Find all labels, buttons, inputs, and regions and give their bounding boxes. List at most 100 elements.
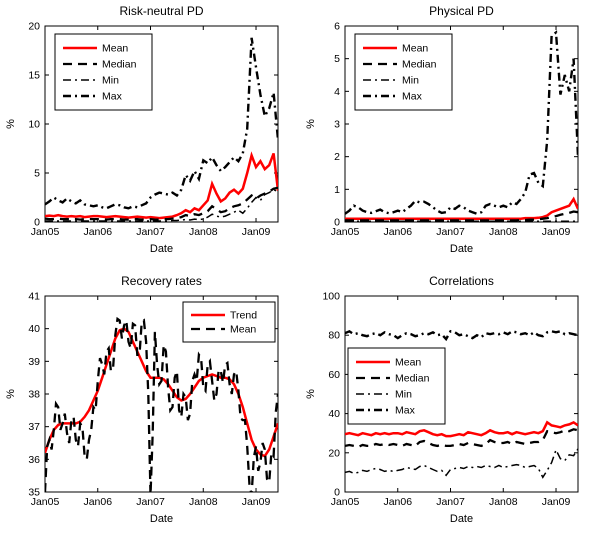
y-axis-label: % — [5, 119, 17, 129]
x-axis-label: Date — [150, 243, 173, 255]
y-tick-label: 15 — [28, 70, 40, 82]
chart-physical-pd: 0 1 2 3 4 5 6 Jan05 Jan06 Jan07 Jan08 Jan09 Physical… — [305, 4, 579, 255]
legend: Mean Median Min Max — [54, 33, 153, 111]
x-tick-label: Jan09 — [542, 496, 571, 508]
series-line-median — [45, 186, 278, 221]
legend-label-max: Max — [402, 91, 423, 103]
legend-box — [54, 33, 153, 111]
y-tick-label: 5 — [34, 168, 40, 180]
y-tick-label: 4 — [334, 86, 340, 98]
x-tick-label: Jan08 — [189, 226, 218, 238]
y-tick-label: 35 — [28, 487, 40, 499]
chart-correlations: 0 20 40 60 80 100 Jan05 Jan06 Jan07 Jan08 Jan09 Cor… — [305, 274, 579, 525]
x-tick-label: Jan08 — [489, 226, 518, 238]
x-tick-label: Jan07 — [436, 226, 465, 238]
legend-label-mean: Mean — [230, 324, 256, 336]
x-tick-label: Jan06 — [383, 496, 412, 508]
y-tick-label: 0 — [334, 217, 340, 229]
y-axis-label: % — [5, 389, 17, 399]
y-tick-label: 5 — [334, 53, 340, 65]
y-tick-label: 10 — [28, 119, 40, 131]
legend-label-mean: Mean — [102, 43, 128, 55]
y-tick-label: 6 — [334, 21, 340, 33]
series-group — [45, 37, 278, 222]
x-tick-label: Jan05 — [331, 496, 360, 508]
series-group — [345, 329, 578, 479]
series-group — [345, 30, 578, 222]
series-line-max — [45, 37, 278, 210]
legend-label-mean: Mean — [402, 43, 428, 55]
y-tick-label: 100 — [322, 291, 340, 303]
y-tick-label: 39 — [28, 356, 40, 368]
x-tick-label: Jan09 — [242, 226, 271, 238]
y-tick-label: 1 — [334, 184, 340, 196]
y-tick-label: 0 — [34, 217, 40, 229]
panel-title: Physical PD — [429, 4, 494, 18]
x-tick-label: Jan08 — [489, 496, 518, 508]
panel-correlations: 0 20 40 60 80 100 Jan05 Jan06 Jan07 Jan08 Jan09 Cor… — [300, 270, 600, 540]
panel-title: Risk-neutral PD — [119, 4, 203, 18]
y-axis-label: % — [305, 119, 317, 129]
y-tick-label: 38 — [28, 389, 40, 401]
y-tick-label: 40 — [328, 408, 340, 420]
panel-physical-pd: 0 1 2 3 4 5 6 Jan05 Jan06 Jan07 Jan08 Jan09 Physical… — [300, 0, 600, 270]
x-tick-label: Jan05 — [31, 496, 60, 508]
y-tick-label: 20 — [28, 21, 40, 33]
panel-title: Correlations — [429, 274, 494, 288]
y-tick-label: 41 — [28, 291, 40, 303]
y-tick-label: 3 — [334, 119, 340, 131]
panel-title: Recovery rates — [121, 274, 202, 288]
series-line-mean — [45, 151, 278, 220]
series-line-median — [345, 428, 578, 449]
legend-label-mean: Mean — [395, 357, 421, 369]
x-tick-label: Jan07 — [436, 496, 465, 508]
y-axis-label: % — [305, 389, 317, 399]
chart-risk-neutral-pd: 0 5 10 15 20 Jan05 Jan06 Jan07 Jan08 Jan09 Risk-ne… — [5, 4, 279, 255]
legend-label-median: Median — [395, 373, 430, 385]
series-line-min — [45, 188, 278, 222]
x-tick-label: Jan07 — [136, 226, 165, 238]
y-tick-label: 40 — [28, 323, 40, 335]
legend: Mean Median Min Max — [347, 347, 446, 425]
series-group — [45, 316, 278, 492]
x-axis-label: Date — [450, 243, 473, 255]
legend: Mean Median Min Max — [354, 33, 453, 111]
x-tick-label: Jan06 — [83, 496, 112, 508]
x-tick-label: Jan05 — [31, 226, 60, 238]
x-axis-label: Date — [150, 513, 173, 525]
legend-box — [354, 33, 453, 111]
series-line-mean — [345, 420, 578, 438]
panel-recovery-rates: 35 36 37 38 39 40 41 Jan05 Jan06 Jan07 Jan08 Jan09 R… — [0, 270, 300, 540]
legend-box — [182, 301, 276, 343]
legend-label-max: Max — [395, 405, 416, 417]
series-line-min — [345, 447, 578, 479]
x-tick-label: Jan06 — [83, 226, 112, 238]
y-tick-label: 80 — [328, 330, 340, 342]
series-line-max — [345, 329, 578, 342]
legend-label-max: Max — [102, 91, 123, 103]
legend-label-min: Min — [102, 75, 119, 87]
legend-label-median: Median — [102, 59, 137, 71]
y-tick-label: 37 — [28, 421, 40, 433]
legend-label-median: Median — [402, 59, 437, 71]
chart-recovery-rates: 35 36 37 38 39 40 41 Jan05 Jan06 Jan07 Jan08 Jan09 R… — [5, 274, 279, 525]
y-tick-label: 60 — [328, 369, 340, 381]
x-tick-label: Jan05 — [331, 226, 360, 238]
y-tick-label: 0 — [334, 487, 340, 499]
x-tick-label: Jan09 — [242, 496, 271, 508]
y-tick-label: 36 — [28, 454, 40, 466]
x-tick-label: Jan07 — [136, 496, 165, 508]
panel-risk-neutral-pd: 0 5 10 15 20 Jan05 Jan06 Jan07 Jan08 Jan09 Risk-ne… — [0, 0, 300, 270]
legend-label-trend: Trend — [230, 310, 257, 322]
x-tick-label: Jan06 — [383, 226, 412, 238]
x-axis-label: Date — [450, 513, 473, 525]
legend-label-min: Min — [402, 75, 419, 87]
x-tick-label: Jan08 — [189, 496, 218, 508]
x-tick-label: Jan09 — [542, 226, 571, 238]
legend: Trend Mean — [182, 301, 276, 343]
legend-label-min: Min — [395, 389, 412, 401]
series-line-mean — [345, 196, 578, 220]
series-line-mean — [45, 316, 278, 492]
y-tick-label: 20 — [328, 447, 340, 459]
